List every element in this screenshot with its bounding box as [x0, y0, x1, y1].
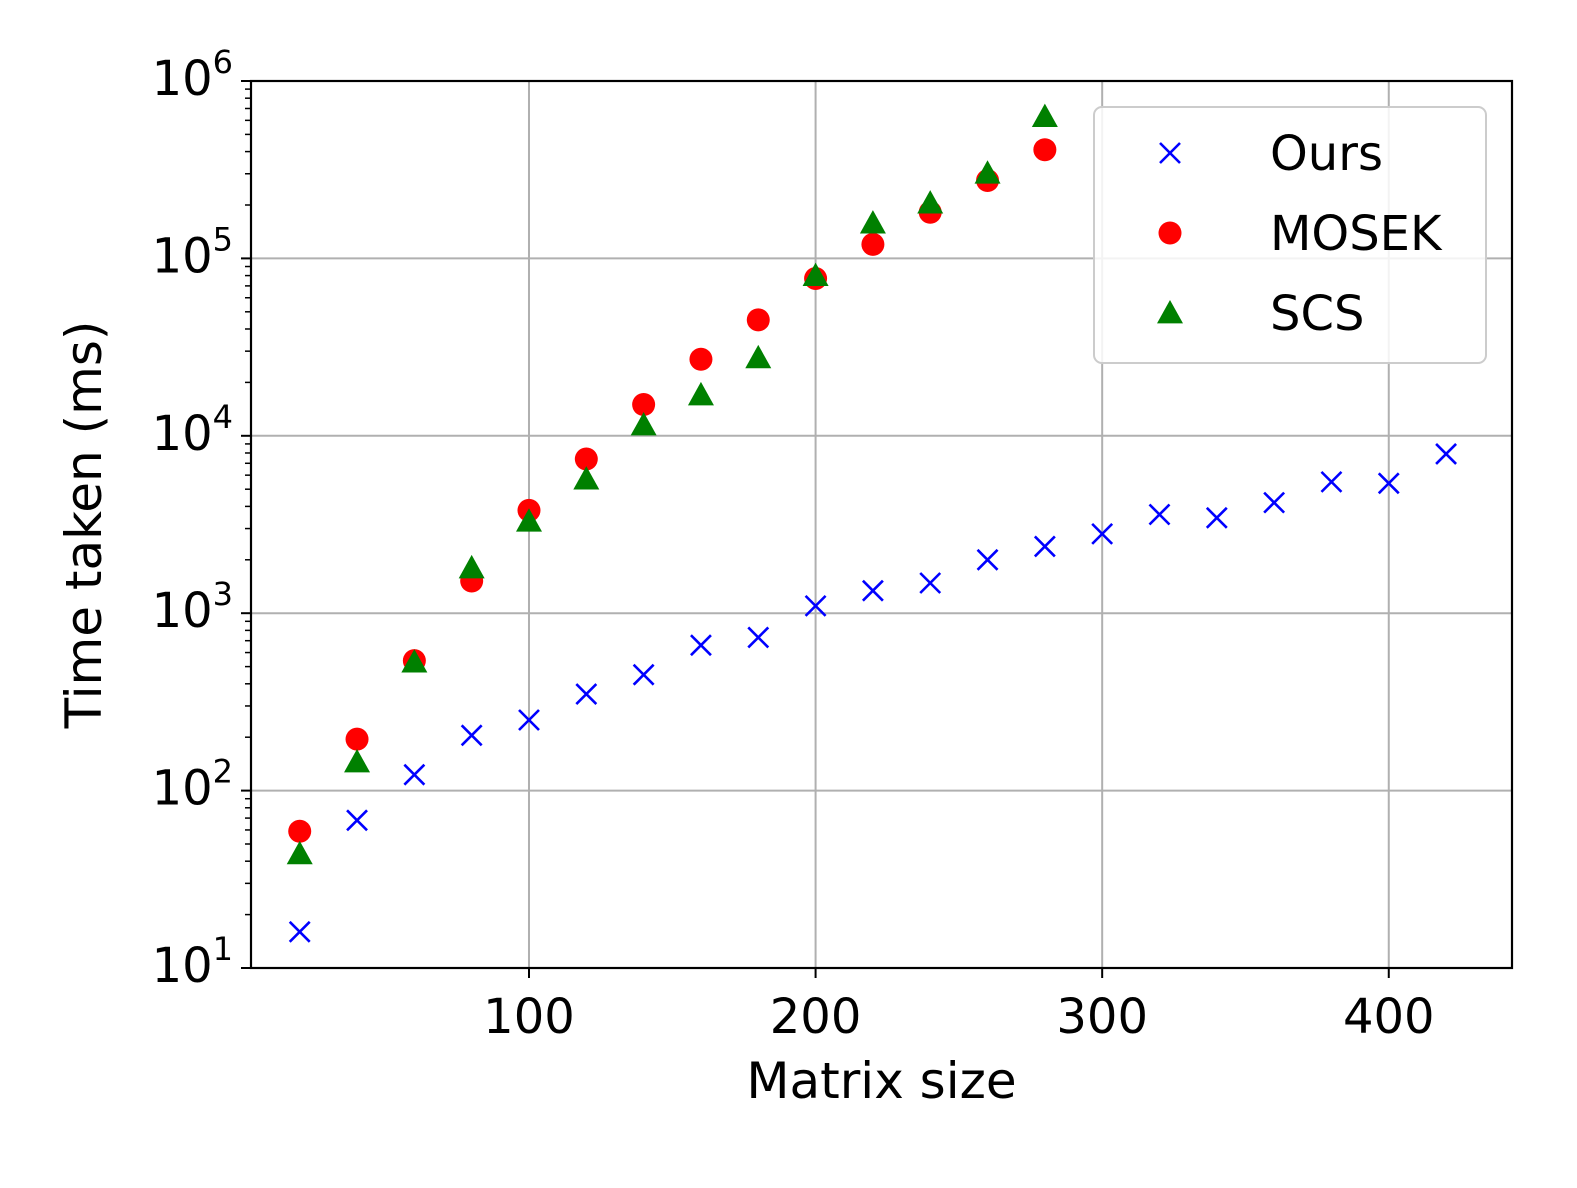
x-marker-stroke — [1205, 506, 1228, 529]
x-marker-stroke — [747, 626, 770, 649]
mosek-point — [574, 447, 598, 471]
x-marker-stroke — [403, 763, 426, 786]
x-marker-stroke — [861, 579, 884, 602]
scs-point — [859, 210, 886, 234]
x-marker-stroke — [632, 663, 655, 686]
ours-point — [460, 724, 483, 747]
legend-ours-label: Ours — [1270, 126, 1383, 182]
ours-point — [919, 572, 942, 594]
x-marker-stroke — [919, 572, 942, 594]
ours-point — [632, 663, 655, 686]
x-marker-stroke — [690, 634, 712, 657]
legend-scs-label: SCS — [1270, 286, 1364, 342]
ours-point — [861, 579, 884, 602]
x-tick-label: 300 — [1056, 989, 1148, 1045]
scs-point — [745, 344, 772, 369]
legend-mosek-label: MOSEK — [1270, 206, 1443, 262]
ours-point — [1435, 443, 1458, 465]
x-marker-stroke — [804, 594, 827, 617]
scs-point — [687, 381, 714, 406]
ours-point — [403, 763, 426, 786]
legend-scs-marker — [1157, 300, 1183, 324]
scs-point — [630, 412, 657, 436]
y-tick-label: 104 — [152, 398, 233, 462]
mosek-point — [689, 347, 713, 371]
x-marker-stroke — [575, 683, 598, 706]
scs-point — [458, 554, 485, 579]
ours-point — [1148, 503, 1171, 526]
scs-point — [573, 466, 600, 490]
scs-point — [515, 508, 542, 532]
legend-ours-marker — [1159, 142, 1181, 164]
ours-point — [1320, 470, 1343, 493]
legend-box — [1093, 106, 1487, 364]
scs-point — [802, 262, 829, 286]
ours-point — [1091, 522, 1114, 545]
x-tick-label: 200 — [770, 989, 862, 1045]
ours-point — [1033, 535, 1056, 558]
x-tick-label: 400 — [1343, 989, 1435, 1045]
data-marks — [286, 103, 1458, 943]
mosek-point — [746, 308, 770, 332]
x-marker-stroke — [1435, 443, 1458, 465]
ours-point — [804, 594, 827, 617]
x-marker-stroke — [288, 920, 311, 943]
y-axis-label: Time taken (ms) — [55, 321, 113, 730]
x-marker-stroke — [460, 724, 483, 747]
ours-point — [747, 626, 770, 649]
ours-point — [1377, 472, 1400, 495]
x-marker-stroke — [1091, 522, 1114, 545]
y-tick-label: 102 — [152, 753, 233, 817]
x-marker-stroke — [1159, 142, 1181, 164]
ours-point — [976, 548, 999, 571]
ours-point — [1205, 506, 1228, 529]
x-axis-label: Matrix size — [746, 1052, 1016, 1110]
scs-point — [917, 190, 944, 214]
scs-point — [401, 649, 428, 673]
scs-point — [286, 840, 313, 865]
x-marker-stroke — [1033, 535, 1056, 558]
mosek-point — [861, 232, 885, 256]
mosek-point — [632, 393, 656, 417]
ours-point — [690, 634, 712, 657]
y-tick-label: 103 — [152, 575, 233, 639]
x-marker-stroke — [976, 548, 999, 571]
mosek-point — [345, 727, 369, 751]
x-marker-stroke — [346, 809, 368, 832]
x-tick-label: 100 — [483, 989, 575, 1045]
legend-mosek-marker — [1158, 221, 1182, 245]
y-tick-label: 106 — [152, 43, 233, 107]
plot-frame — [249, 79, 1514, 970]
ours-point — [518, 709, 540, 731]
scs-point — [974, 160, 1001, 184]
x-marker-stroke — [1377, 472, 1400, 495]
ours-point — [346, 809, 368, 832]
y-tick-label: 101 — [152, 930, 233, 994]
ours-point — [288, 920, 311, 943]
mosek-point — [1033, 138, 1057, 162]
y-tick-label: 105 — [152, 220, 233, 284]
legend: Ours MOSEK SCS — [1093, 106, 1487, 364]
scs-point — [1031, 103, 1058, 127]
scs-point — [344, 748, 371, 773]
x-marker-stroke — [518, 709, 540, 731]
ours-point — [1263, 491, 1286, 514]
x-marker-stroke — [1148, 503, 1171, 526]
x-marker-stroke — [1263, 491, 1286, 514]
x-marker-stroke — [1320, 470, 1343, 493]
axis-ticks: 100 200 300 400 101 102 103 104 105 106 — [152, 43, 1435, 1045]
mosek-point — [288, 819, 312, 843]
ours-point — [575, 683, 598, 706]
